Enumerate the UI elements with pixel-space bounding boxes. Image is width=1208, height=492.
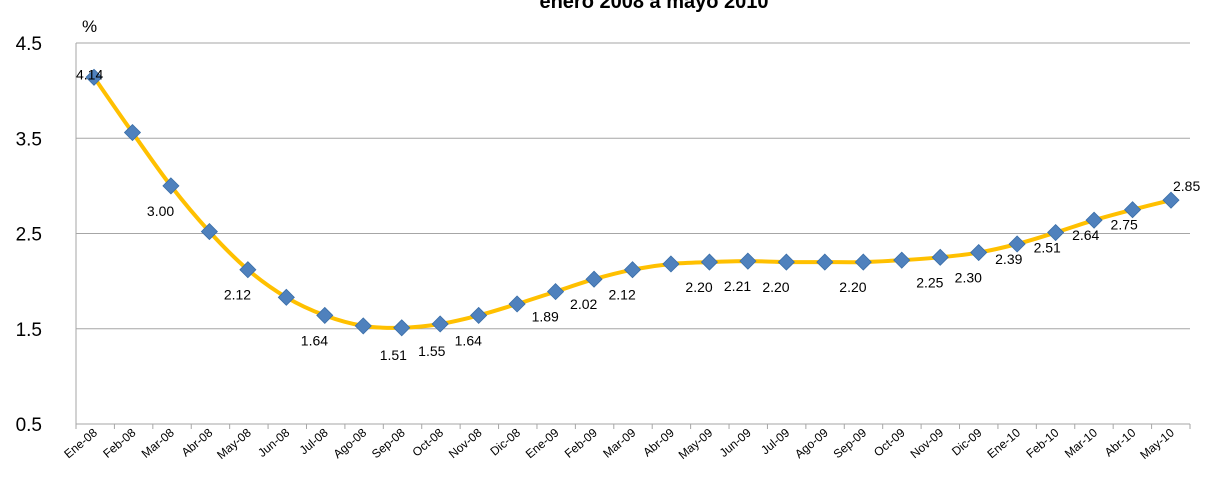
- x-tick-label: Abr-10: [1102, 425, 1139, 459]
- x-tick-label: May-09: [676, 425, 716, 462]
- data-point-marker: [547, 283, 565, 301]
- data-label: 2.39: [995, 251, 1022, 267]
- data-point-marker: [239, 261, 257, 279]
- x-tick-label: Oct-08: [410, 425, 447, 459]
- y-tick-label: 2.5: [16, 225, 42, 246]
- x-tick-label: Abr-08: [179, 425, 216, 459]
- y-axis-label: %: [82, 17, 97, 36]
- data-point-marker: [623, 261, 642, 279]
- data-labels: 4.14 3.00 2.12 1.64 1.51 1.55 1.64 1.89 2.02 2.12…: [76, 66, 1200, 363]
- x-tick-label: Nov-09: [908, 425, 947, 461]
- x-tick-label: Ene-09: [523, 425, 562, 461]
- data-label: 2.20: [762, 279, 789, 295]
- x-tick-label: Feb-09: [562, 425, 600, 460]
- data-point-marker: [470, 306, 488, 324]
- data-label: 3.00: [147, 203, 174, 219]
- x-tick-label: Oct-09: [871, 425, 908, 459]
- x-tick-label: Mar-10: [1062, 425, 1100, 460]
- data-label: 1.64: [455, 332, 482, 348]
- data-point-marker: [431, 315, 449, 333]
- x-tick-label: Sep-08: [369, 425, 408, 461]
- y-axis-ticks: 4.5 3.5 2.5 1.5 0.5: [16, 34, 42, 436]
- data-point-marker: [585, 270, 603, 288]
- data-point-marker: [777, 253, 795, 271]
- data-label: 2.21: [724, 278, 751, 294]
- data-label: 2.64: [1072, 227, 1099, 243]
- x-tick-label: Feb-10: [1023, 425, 1061, 460]
- x-tick-label: Jun-08: [255, 425, 292, 460]
- data-label: 2.02: [570, 296, 597, 312]
- x-tick-label: Feb-08: [100, 425, 138, 460]
- data-label: 1.51: [380, 347, 407, 363]
- data-label: 2.75: [1111, 217, 1138, 233]
- data-point-marker: [662, 255, 680, 273]
- data-point-marker: [123, 123, 142, 142]
- data-point-marker: [739, 252, 757, 270]
- data-point-marker: [1047, 223, 1065, 242]
- data-point-marker: [970, 243, 988, 262]
- data-point-marker: [200, 223, 218, 241]
- data-point-marker: [508, 295, 526, 313]
- chart-title: enero 2008 a mayo 2010: [539, 0, 768, 13]
- y-tick-label: 3.5: [16, 129, 42, 150]
- data-label: 2.12: [609, 287, 636, 303]
- x-tick-label: Jun-09: [717, 425, 754, 460]
- x-tick-label: Abr-09: [640, 425, 677, 459]
- data-point-marker: [316, 306, 334, 324]
- axes: [75, 43, 1190, 425]
- data-label: 2.30: [955, 270, 982, 286]
- data-point-marker: [1162, 191, 1180, 209]
- data-point-marker: [1008, 235, 1026, 253]
- data-point-marker: [816, 253, 834, 271]
- data-label: 1.89: [532, 309, 559, 325]
- x-tick-label: May-08: [214, 425, 254, 462]
- x-tick-label: Dic-09: [949, 425, 985, 458]
- y-tick-label: 0.5: [16, 415, 42, 436]
- data-label: 2.85: [1173, 178, 1200, 194]
- data-point-marker: [893, 251, 911, 269]
- data-label: 2.25: [916, 274, 943, 290]
- x-tick-label: Jul-08: [297, 425, 331, 457]
- data-point-marker: [931, 248, 949, 266]
- x-tick-label: Sep-09: [831, 425, 870, 461]
- data-point-marker: [1123, 201, 1142, 219]
- y-tick-label: 1.5: [16, 320, 42, 341]
- data-point-marker: [354, 317, 372, 335]
- data-point-marker: [700, 253, 718, 271]
- data-label: 2.20: [685, 279, 712, 295]
- y-tick-label: 4.5: [16, 34, 42, 55]
- data-point-marker: [162, 177, 180, 195]
- series-markers: [85, 68, 1180, 337]
- x-tick-label: Dic-08: [487, 425, 523, 458]
- data-point-marker: [854, 253, 872, 271]
- data-label: 2.20: [839, 279, 866, 295]
- gridlines: [76, 42, 1190, 330]
- x-tick-label: Ago-09: [792, 425, 831, 461]
- x-tick-label: Ago-08: [331, 425, 370, 461]
- data-point-marker: [393, 319, 411, 337]
- data-point-marker: [85, 68, 103, 86]
- data-label: 2.12: [224, 287, 251, 303]
- x-tick-label: Mar-09: [600, 425, 638, 460]
- data-label: 1.64: [301, 332, 328, 348]
- data-point-marker: [1085, 211, 1103, 229]
- x-tick-label: Ene-10: [984, 425, 1023, 461]
- data-label: 1.55: [418, 343, 445, 359]
- x-tick-label: May-10: [1137, 425, 1177, 462]
- data-point-marker: [277, 288, 295, 306]
- x-tick-label: Nov-08: [446, 425, 485, 461]
- x-tick-label: Mar-08: [139, 425, 177, 460]
- data-label: 2.51: [1034, 240, 1061, 256]
- x-tick-label: Jul-09: [758, 425, 792, 457]
- data-label: 4.14: [76, 66, 103, 82]
- x-tick-label: Ene-08: [61, 425, 100, 461]
